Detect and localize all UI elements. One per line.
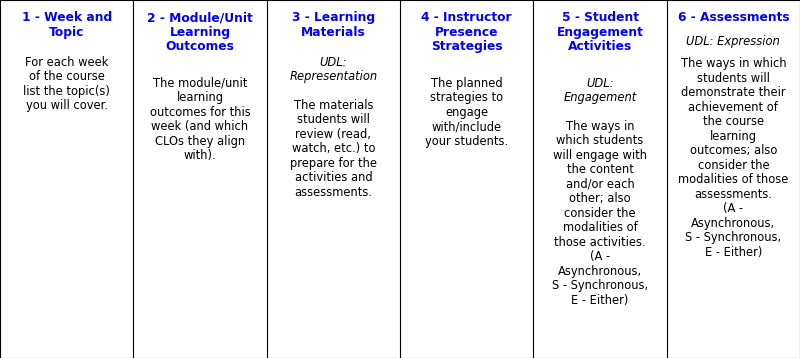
Text: The materials
students will
review (read,
watch, etc.) to
prepare for the
activi: The materials students will review (read…: [290, 99, 377, 199]
Text: UDL:
Representation: UDL: Representation: [290, 56, 378, 83]
Text: 6 - Assessments: 6 - Assessments: [678, 11, 789, 24]
Text: For each week
of the course
list the topic(s)
you will cover.: For each week of the course list the top…: [23, 56, 110, 112]
Text: 3 - Learning
Materials: 3 - Learning Materials: [292, 11, 375, 39]
Text: The module/unit
learning
outcomes for this
week (and which
CLOs they align
with): The module/unit learning outcomes for th…: [150, 77, 250, 162]
Text: The ways in
which students
will engage with
the content
and/or each
other; also
: The ways in which students will engage w…: [552, 120, 648, 306]
Text: The ways in which
students will
demonstrate their
achievement of
the course
lear: The ways in which students will demonstr…: [678, 57, 789, 259]
Text: 2 - Module/Unit
Learning
Outcomes: 2 - Module/Unit Learning Outcomes: [147, 11, 253, 53]
Text: UDL:
Engagement: UDL: Engagement: [563, 77, 637, 104]
Text: 5 - Student
Engagement
Activities: 5 - Student Engagement Activities: [557, 11, 643, 53]
Text: 4 - Instructor
Presence
Strategies: 4 - Instructor Presence Strategies: [422, 11, 512, 53]
Text: The planned
strategies to
engage
with/include
your students.: The planned strategies to engage with/in…: [425, 77, 508, 147]
Text: 1 - Week and
Topic: 1 - Week and Topic: [22, 11, 112, 39]
Text: UDL: Expression: UDL: Expression: [686, 35, 780, 48]
